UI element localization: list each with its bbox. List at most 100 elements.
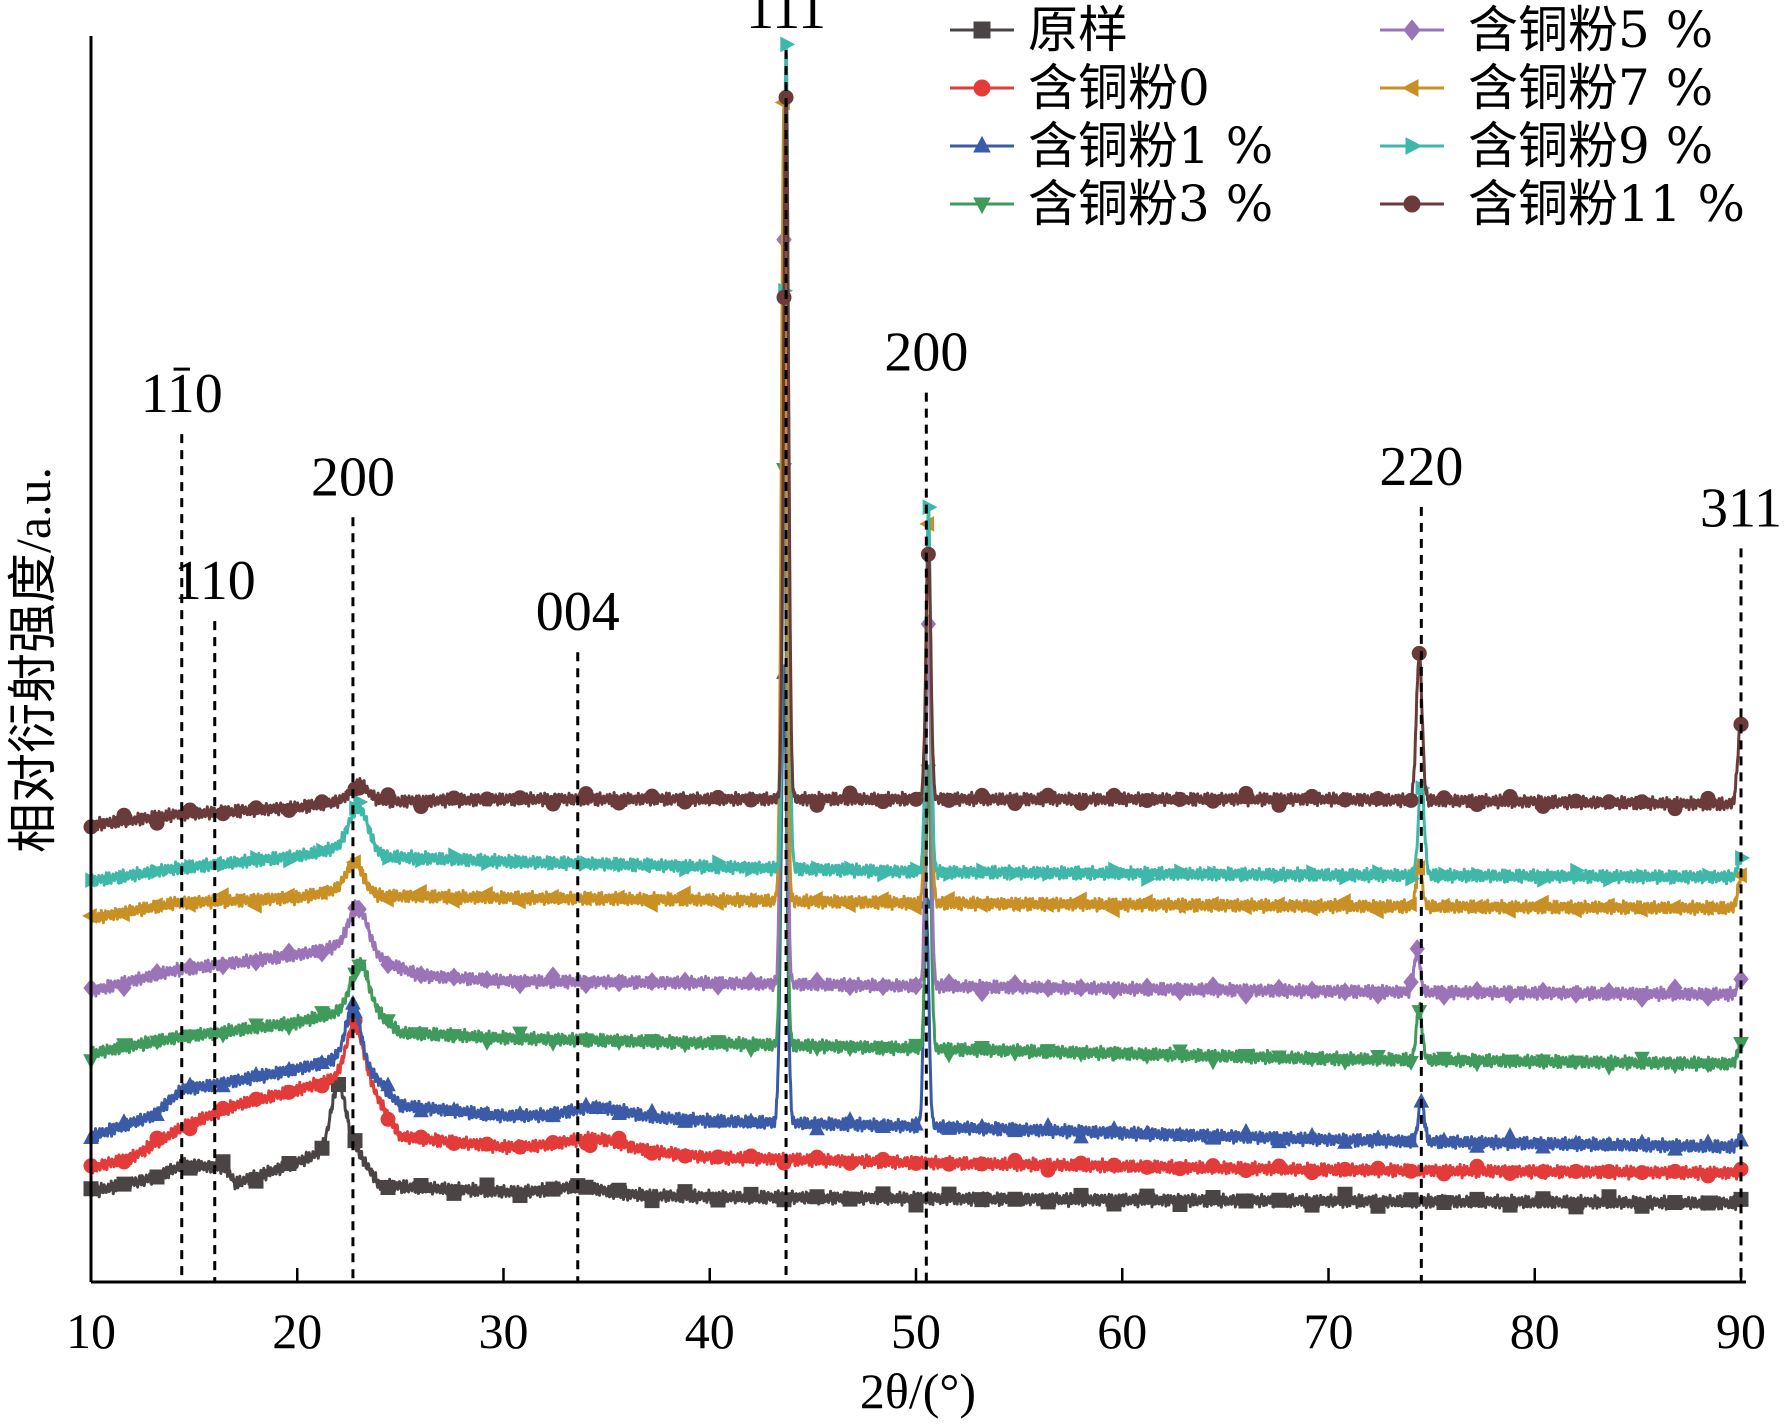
data-marker bbox=[1632, 901, 1648, 918]
data-marker bbox=[1368, 903, 1384, 920]
data-marker bbox=[1667, 1059, 1683, 1075]
data-marker bbox=[1005, 896, 1021, 913]
data-marker bbox=[1139, 1049, 1155, 1065]
data-marker bbox=[1236, 899, 1252, 916]
data-marker bbox=[712, 854, 728, 871]
data-marker bbox=[710, 1035, 726, 1050]
data-marker bbox=[1106, 1120, 1122, 1135]
data-marker bbox=[1568, 793, 1584, 809]
data-marker bbox=[1533, 894, 1549, 911]
data-marker bbox=[743, 1112, 759, 1128]
data-marker bbox=[380, 787, 396, 803]
data-marker bbox=[248, 1091, 264, 1107]
data-marker bbox=[842, 1042, 858, 1058]
data-marker bbox=[116, 1038, 132, 1054]
data-marker bbox=[582, 1138, 598, 1154]
data-marker bbox=[710, 976, 726, 996]
data-marker bbox=[1139, 977, 1155, 997]
data-marker bbox=[1502, 1054, 1518, 1070]
data-marker bbox=[281, 942, 297, 962]
data-marker bbox=[413, 1102, 429, 1118]
series-group bbox=[83, 1076, 1749, 1215]
data-marker bbox=[116, 807, 132, 823]
data-marker bbox=[1139, 1159, 1155, 1175]
legend-label: 含铜粉11 % bbox=[1468, 175, 1745, 233]
data-marker bbox=[314, 1006, 330, 1022]
data-marker bbox=[479, 1177, 495, 1193]
data-marker bbox=[1634, 1133, 1650, 1149]
data-marker bbox=[1634, 1051, 1650, 1067]
data-marker bbox=[281, 802, 297, 818]
data-marker bbox=[1535, 981, 1551, 1001]
data-marker bbox=[611, 1036, 627, 1052]
data-marker bbox=[182, 957, 198, 977]
reference-lines bbox=[180, 50, 1743, 1282]
data-marker bbox=[545, 796, 561, 812]
data-marker bbox=[1370, 790, 1386, 806]
data-marker bbox=[314, 1140, 330, 1156]
data-marker bbox=[182, 802, 198, 818]
data-marker bbox=[611, 1130, 627, 1146]
data-marker bbox=[1401, 896, 1417, 913]
data-marker bbox=[1106, 980, 1122, 1000]
data-marker bbox=[1372, 864, 1388, 880]
data-marker bbox=[514, 853, 530, 870]
data-marker bbox=[875, 1041, 891, 1057]
data-marker bbox=[578, 975, 594, 995]
data-marker bbox=[545, 1181, 561, 1197]
data-marker bbox=[778, 89, 794, 105]
data-marker bbox=[644, 1034, 660, 1050]
data-marker bbox=[745, 861, 761, 878]
data-marker bbox=[842, 977, 858, 997]
data-marker bbox=[1271, 1050, 1287, 1066]
data-marker bbox=[1205, 1129, 1221, 1145]
data-marker bbox=[941, 1156, 957, 1172]
data-marker bbox=[1073, 795, 1089, 811]
data-marker bbox=[215, 1028, 231, 1044]
data-marker bbox=[809, 797, 825, 813]
data-marker bbox=[1436, 986, 1452, 1006]
data-marker bbox=[1568, 1055, 1584, 1071]
data-marker bbox=[147, 897, 163, 913]
data-marker bbox=[809, 1041, 825, 1057]
data-marker bbox=[780, 36, 796, 53]
data-marker bbox=[644, 972, 660, 992]
data-marker bbox=[477, 885, 493, 902]
data-marker bbox=[1172, 1161, 1188, 1177]
data-marker bbox=[543, 888, 559, 905]
data-marker bbox=[1240, 867, 1256, 883]
data-marker bbox=[1502, 788, 1518, 804]
data-marker bbox=[710, 1192, 726, 1208]
data-marker bbox=[842, 1191, 858, 1207]
data-marker bbox=[644, 788, 660, 804]
data-marker bbox=[248, 800, 264, 816]
data-marker bbox=[1106, 1196, 1122, 1212]
data-marker bbox=[908, 1038, 924, 1054]
data-marker bbox=[976, 862, 992, 879]
data-marker bbox=[545, 966, 561, 986]
data-marker bbox=[1403, 972, 1419, 992]
series-markers bbox=[83, 664, 1749, 1156]
data-marker bbox=[351, 959, 367, 975]
data-marker bbox=[149, 1035, 165, 1051]
data-marker bbox=[1304, 1197, 1320, 1213]
legend-item: 含铜粉11 % bbox=[1380, 175, 1745, 233]
data-marker bbox=[973, 135, 991, 153]
data-marker bbox=[1403, 19, 1421, 41]
data-marker bbox=[677, 1038, 693, 1054]
data-marker bbox=[776, 1155, 792, 1171]
data-marker bbox=[908, 1197, 924, 1213]
data-marker bbox=[1733, 1037, 1749, 1053]
data-marker bbox=[1040, 787, 1056, 803]
data-marker bbox=[413, 1027, 429, 1043]
data-marker bbox=[1238, 1193, 1254, 1209]
data-marker bbox=[877, 866, 893, 883]
data-marker bbox=[1436, 1166, 1452, 1182]
legend-label: 含铜粉9 % bbox=[1468, 117, 1713, 175]
data-marker bbox=[611, 795, 627, 811]
data-marker bbox=[378, 891, 394, 908]
data-marker bbox=[1271, 978, 1287, 998]
data-marker bbox=[479, 970, 495, 990]
series-markers bbox=[83, 463, 1749, 1076]
data-marker bbox=[576, 890, 592, 907]
